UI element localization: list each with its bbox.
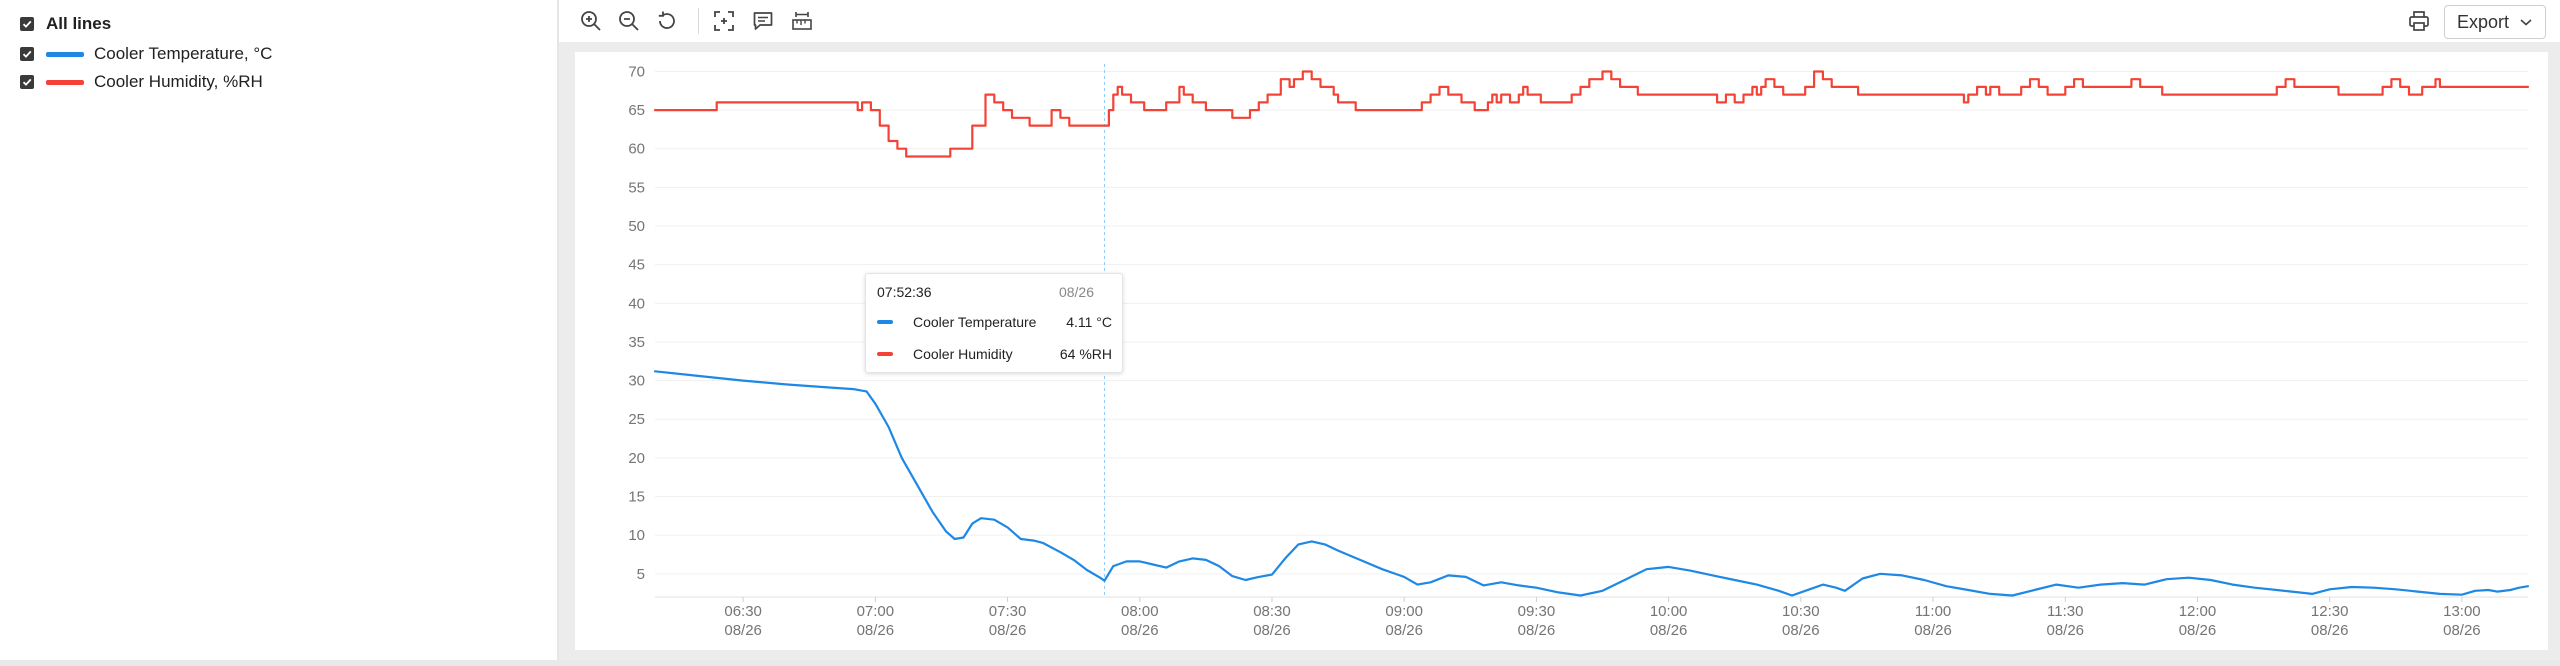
x-tick-time: 09:00: [1385, 603, 1423, 620]
x-tick-date: 08/26: [2443, 622, 2481, 639]
select-zoom-icon: [714, 11, 734, 31]
legend-all-lines[interactable]: All lines: [20, 10, 111, 38]
measure-button[interactable]: [787, 6, 817, 36]
x-tick-date: 08/26: [857, 622, 895, 639]
tooltip-series-value: 4.11 °C: [1066, 314, 1112, 330]
x-tick-date: 08/26: [989, 622, 1027, 639]
tooltip-row-temperature: Cooler Temperature 4.11 °C: [877, 314, 1112, 330]
measure-icon: [792, 12, 812, 30]
humidity-label: Cooler Humidity, %RH: [94, 72, 263, 91]
y-tick-label: 65: [628, 102, 645, 119]
x-axis: 06:30 08/26 07:00 08/26 07:30 08/26 08:00 08/26…: [724, 597, 2481, 639]
x-tick-time: 08:00: [1121, 603, 1159, 620]
zoom-out-button[interactable]: [614, 6, 644, 36]
tooltip-series-name: Cooler Humidity: [913, 346, 1013, 362]
check-icon: [22, 20, 32, 28]
zoom-out-icon: [619, 11, 639, 31]
x-tick-time: 11:00: [1915, 603, 1951, 620]
x-tick-time: 12:30: [2311, 603, 2349, 620]
x-tick-time: 08:30: [1253, 603, 1291, 620]
all-lines-checkbox[interactable]: [20, 17, 34, 31]
x-tick-time: 09:30: [1518, 603, 1556, 620]
temperature-checkbox[interactable]: [20, 47, 34, 61]
print-icon: [2409, 11, 2429, 31]
x-tick-date: 08/26: [1253, 622, 1291, 639]
series-line: [653, 370, 2530, 597]
humidity-swatch: [877, 352, 893, 356]
tooltip-date: 08/26: [1058, 284, 1094, 300]
y-tick-label: 70: [628, 63, 645, 80]
x-tick-time: 07:00: [857, 603, 895, 620]
y-tick-label: 25: [628, 411, 645, 428]
print-button[interactable]: [2404, 6, 2434, 36]
x-tick-date: 08/26: [2046, 622, 2084, 639]
reset-zoom-icon: [658, 11, 675, 29]
y-tick-label: 60: [628, 141, 645, 158]
y-tick-label: 15: [628, 489, 645, 506]
temperature-label: Cooler Temperature, °C: [94, 44, 273, 63]
x-tick-date: 08/26: [724, 622, 762, 639]
x-tick-date: 08/26: [1121, 622, 1159, 639]
series-line: [653, 70, 2530, 158]
y-axis: 5 10 15 20 25 30 35 40 45 50 55 60 65 70: [628, 63, 645, 582]
y-tick-label: 45: [628, 257, 645, 274]
check-icon: [22, 50, 32, 58]
y-tick-label: 5: [637, 566, 645, 583]
x-tick-date: 08/26: [1914, 622, 1952, 639]
tooltip-series-value: 64 %RH: [1059, 346, 1112, 362]
x-tick-time: 10:00: [1650, 603, 1688, 620]
annotation-icon: [753, 12, 773, 30]
legend-item-humidity[interactable]: Cooler Humidity, %RH: [20, 68, 263, 96]
temperature-swatch: [46, 51, 84, 57]
chevron-down-icon: [2520, 19, 2532, 26]
x-tick-time: 06:30: [724, 603, 762, 620]
legend-panel: All lines Cooler Temperature, °C Cooler …: [0, 0, 559, 660]
y-tick-label: 20: [628, 450, 645, 467]
y-tick-label: 10: [628, 527, 645, 544]
y-tick-label: 55: [628, 179, 645, 196]
series-lines: [653, 70, 2530, 597]
chart-area: 5 10 15 20 25 30 35 40 45 50 55 60 65 70 06:30 08/26 07…: [559, 42, 2560, 660]
all-lines-label: All lines: [46, 14, 112, 33]
export-dropdown[interactable]: Export: [2443, 5, 2546, 39]
zoom-in-button[interactable]: [576, 6, 606, 36]
x-tick-date: 08/26: [2179, 622, 2217, 639]
x-tick-date: 08/26: [1518, 622, 1556, 639]
x-tick-time: 10:30: [1782, 603, 1820, 620]
temperature-swatch: [877, 320, 893, 324]
grid-lines: [655, 70, 2528, 598]
chart-toolbar: Export: [559, 0, 2560, 42]
x-tick-date: 08/26: [1385, 622, 1423, 639]
y-tick-label: 40: [628, 295, 645, 312]
y-tick-label: 35: [628, 334, 645, 351]
x-tick-date: 08/26: [1782, 622, 1820, 639]
export-label: Export: [2456, 11, 2509, 32]
chart-tooltip: 07:52:36 08/26 Cooler Temperature 4.11 °…: [865, 273, 1123, 373]
tooltip-header: 07:52:36 08/26: [877, 284, 1094, 300]
y-tick-label: 50: [628, 218, 645, 235]
legend-item-temperature[interactable]: Cooler Temperature, °C: [20, 40, 272, 68]
toolbar-divider: [698, 8, 699, 34]
x-tick-time: 11:30: [2047, 603, 2083, 620]
x-tick-time: 07:30: [989, 603, 1027, 620]
zoom-in-icon: [581, 11, 601, 31]
humidity-swatch: [46, 79, 84, 85]
humidity-checkbox[interactable]: [20, 75, 34, 89]
bottom-border: [0, 660, 2560, 666]
x-tick-date: 08/26: [2311, 622, 2349, 639]
reset-zoom-button[interactable]: [652, 6, 682, 36]
x-tick-time: 13:00: [2443, 603, 2481, 620]
y-tick-label: 30: [628, 373, 645, 390]
annotation-button[interactable]: [748, 6, 778, 36]
tooltip-row-humidity: Cooler Humidity 64 %RH: [877, 346, 1112, 362]
check-icon: [22, 78, 32, 86]
x-tick-date: 08/26: [1650, 622, 1688, 639]
x-tick-time: 12:00: [2179, 603, 2217, 620]
tooltip-time: 07:52:36: [877, 284, 932, 300]
select-zoom-button[interactable]: [709, 6, 739, 36]
tooltip-series-name: Cooler Temperature: [913, 314, 1037, 330]
